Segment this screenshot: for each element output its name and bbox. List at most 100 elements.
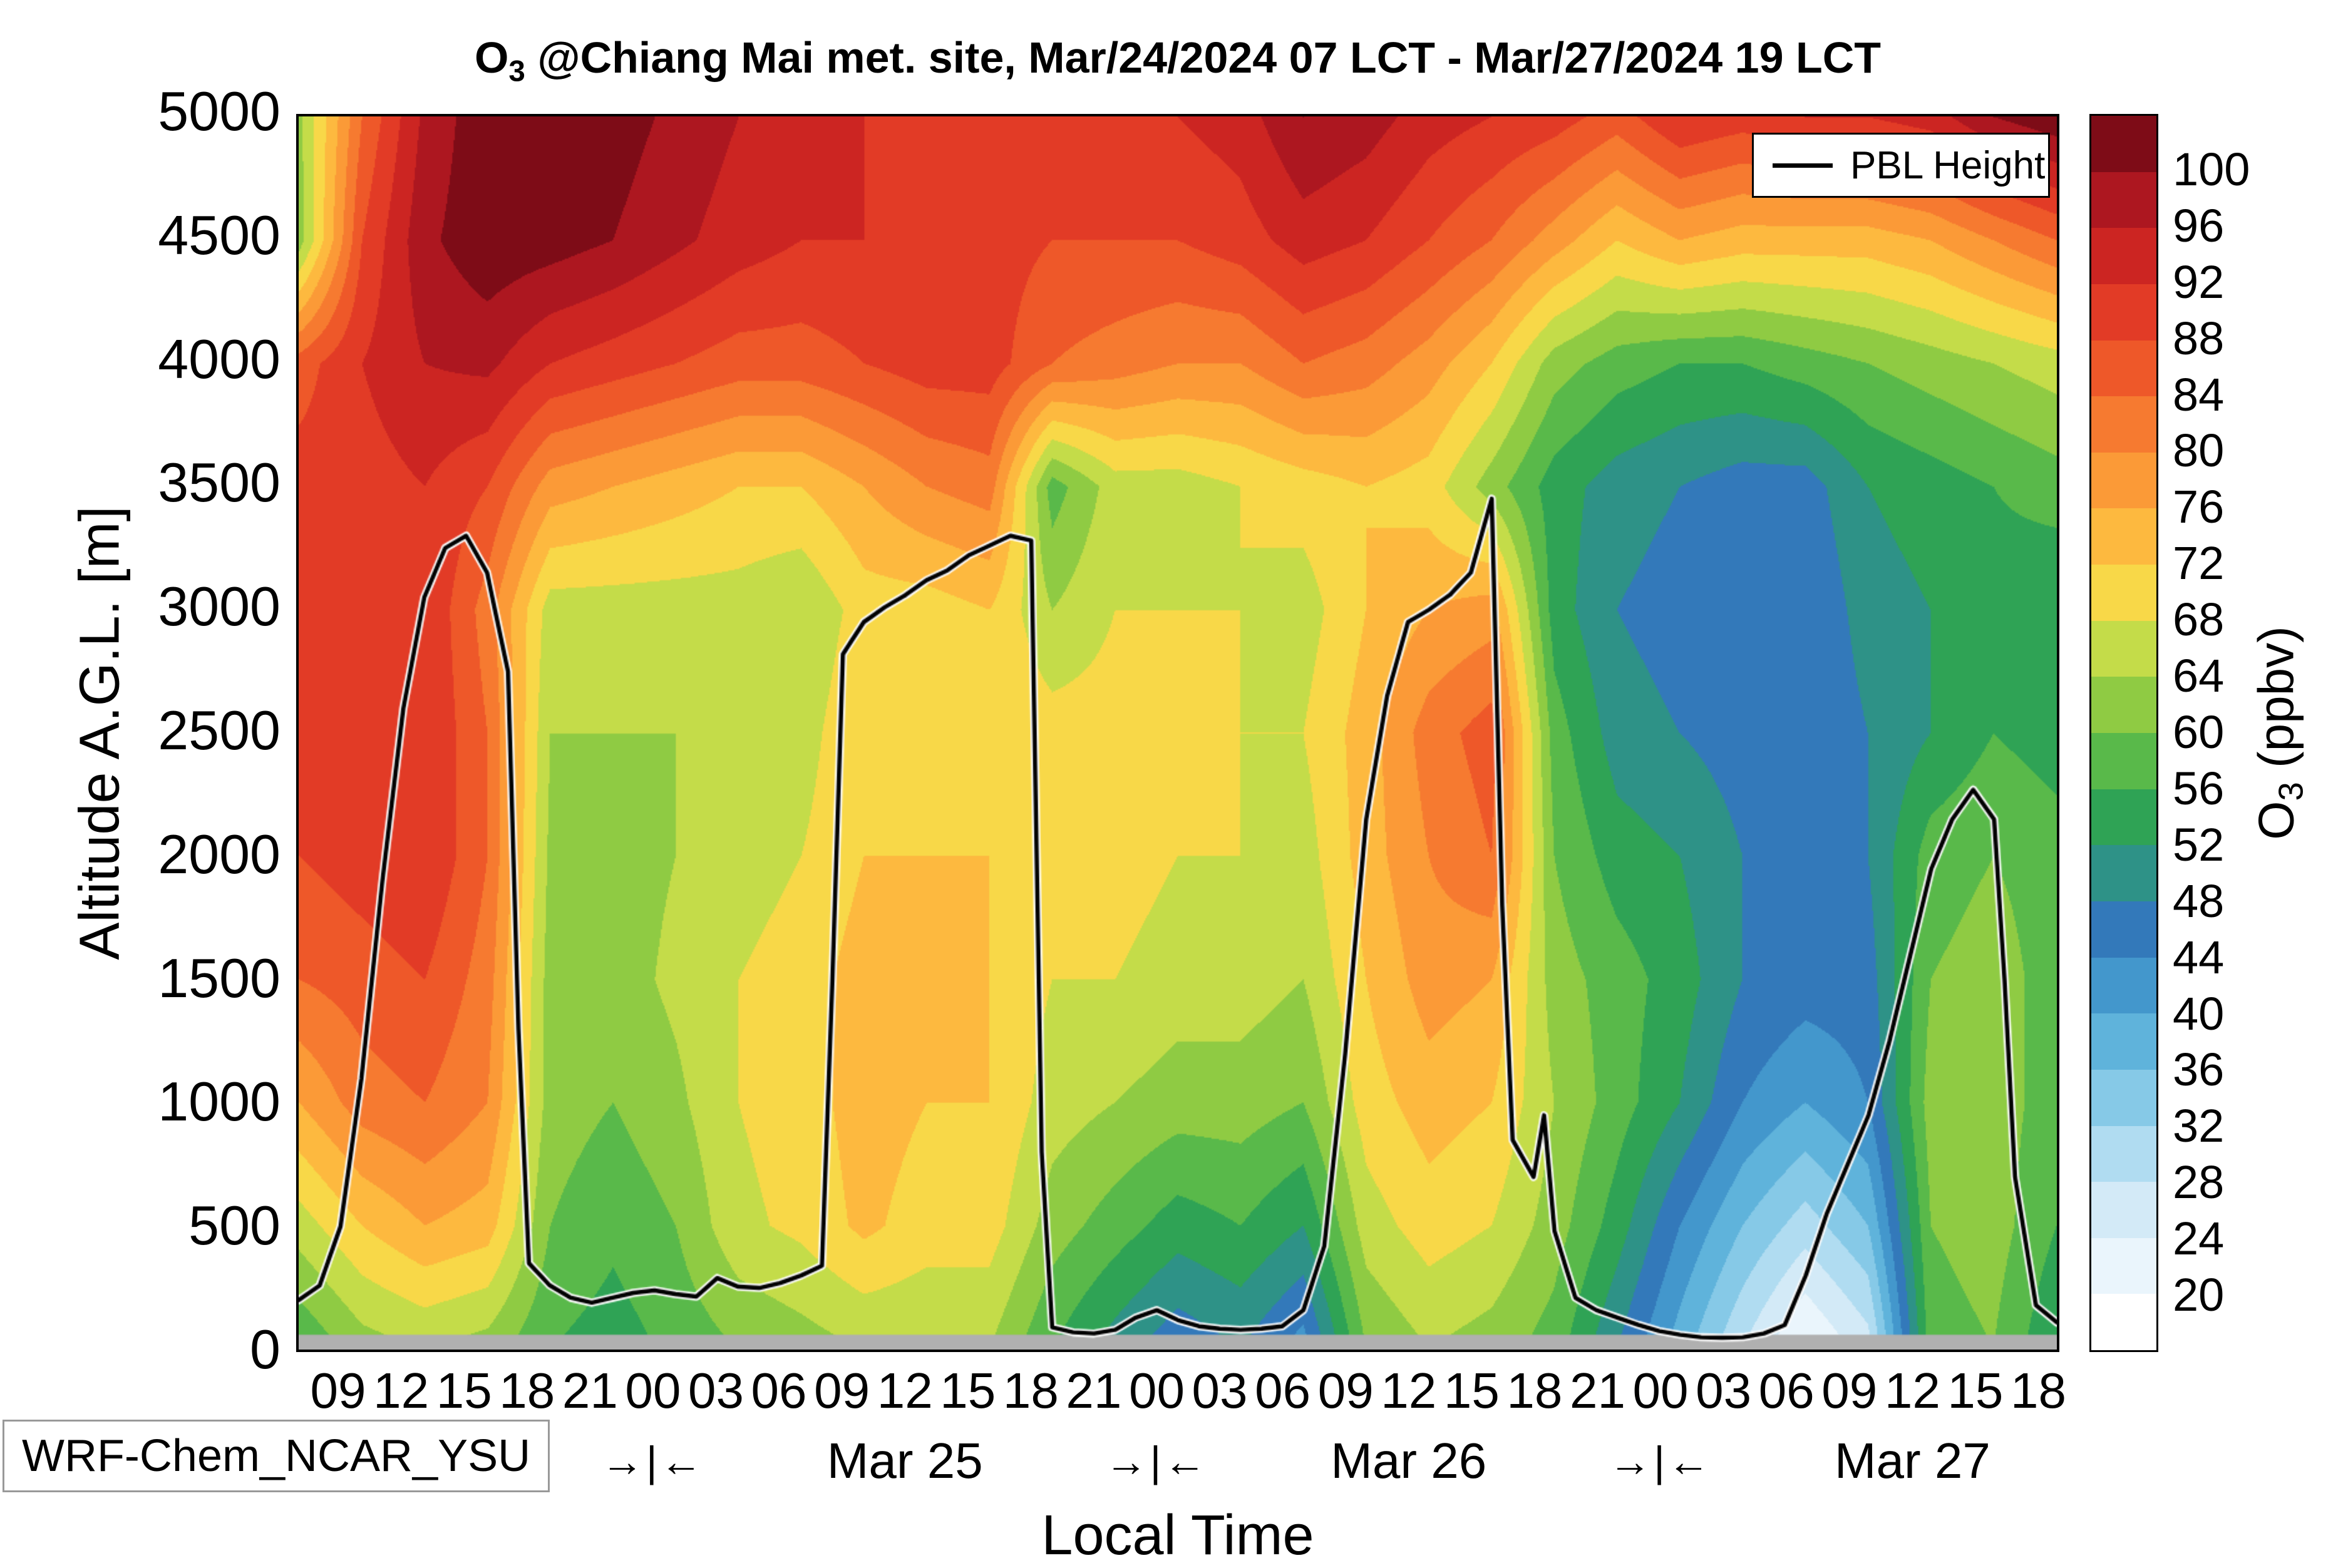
x-tick-label: 09 — [814, 1363, 870, 1418]
day-divider-marker: →|← — [601, 1438, 705, 1485]
x-tick-label: 15 — [1443, 1363, 1500, 1418]
colorbar-segment — [2091, 620, 2156, 677]
y-tick-label: 2500 — [158, 699, 281, 761]
x-tick-label: 00 — [1632, 1363, 1689, 1418]
colorbar-tick-label: 100 — [2173, 143, 2250, 195]
y-tick-label: 3000 — [158, 575, 281, 638]
colorbar-tick-label: 64 — [2173, 649, 2225, 702]
title-prefix: O — [474, 33, 509, 82]
colorbar-segment — [2091, 1013, 2156, 1070]
colorbar-label-subscript: 3 — [2272, 782, 2310, 801]
x-tick-label: 12 — [1884, 1363, 1940, 1418]
colorbar-segment — [2091, 228, 2156, 284]
y-tick-label: 1500 — [158, 946, 281, 1009]
colorbar-tick-label: 36 — [2173, 1043, 2225, 1096]
day-label: Mar 26 — [1331, 1433, 1487, 1489]
o3-heatmap-canvas — [299, 116, 2057, 1350]
colorbar-label-rest: (ppbv) — [2248, 626, 2304, 782]
colorbar-tick-label: 48 — [2173, 874, 2225, 927]
x-tick-label: 21 — [562, 1363, 618, 1418]
x-tick-label: 18 — [499, 1363, 555, 1418]
colorbar-tick-label: 24 — [2173, 1212, 2225, 1264]
colorbar-tick-label: 60 — [2173, 705, 2225, 758]
colorbar-label: O3 (ppbv) — [2247, 626, 2310, 839]
colorbar-segment — [2091, 1237, 2156, 1294]
x-tick-label: 18 — [1002, 1363, 1059, 1418]
x-tick-label: 18 — [2010, 1363, 2066, 1418]
x-tick-label: 15 — [436, 1363, 492, 1418]
colorbar-tick-label: 72 — [2173, 537, 2225, 590]
x-tick-label: 06 — [1255, 1363, 1311, 1418]
colorbar-tick-label: 76 — [2173, 481, 2225, 533]
colorbar-tick-label: 20 — [2173, 1268, 2225, 1321]
colorbar-tick-label: 84 — [2173, 368, 2225, 421]
y-tick-label: 3500 — [158, 451, 281, 514]
colorbar-tick-label: 88 — [2173, 312, 2225, 364]
y-tick-label: 4500 — [158, 203, 281, 266]
x-tick-label: 06 — [751, 1363, 807, 1418]
pbl-line-icon — [1773, 163, 1833, 168]
colorbar-tick-label: 40 — [2173, 987, 2225, 1040]
x-tick-label: 03 — [1696, 1363, 1752, 1418]
x-tick-label: 12 — [877, 1363, 933, 1418]
colorbar-tick-label: 44 — [2173, 931, 2225, 983]
x-tick-label: 12 — [1381, 1363, 1437, 1418]
colorbar-segment — [2091, 1125, 2156, 1182]
colorbar-segment — [2091, 284, 2156, 341]
colorbar-segment — [2091, 116, 2156, 172]
colorbar-segment — [2091, 789, 2156, 846]
colorbar-segment — [2091, 396, 2156, 453]
colorbar-tick-label: 68 — [2173, 593, 2225, 645]
colorbar-segment — [2091, 677, 2156, 734]
x-tick-label: 00 — [625, 1363, 681, 1418]
x-tick-label: 03 — [1192, 1363, 1248, 1418]
y-tick-label: 5000 — [158, 79, 281, 142]
day-label: Mar 27 — [1834, 1433, 1990, 1489]
y-tick-label: 0 — [250, 1318, 281, 1380]
day-divider-marker: →|← — [1609, 1438, 1712, 1485]
x-tick-label: 09 — [1821, 1363, 1878, 1418]
day-label: Mar 25 — [826, 1433, 983, 1489]
colorbar-tick-label: 28 — [2173, 1156, 2225, 1209]
x-tick-label: 12 — [373, 1363, 430, 1418]
colorbar-segment — [2091, 845, 2156, 901]
pbl-legend: PBL Height — [1752, 133, 2050, 198]
colorbar-tick-label: 52 — [2173, 818, 2225, 871]
day-divider-marker: →|← — [1104, 1438, 1209, 1485]
chart-title: O3 @Chiang Mai met. site, Mar/24/2024 07… — [296, 33, 2059, 88]
title-subscript: 3 — [508, 54, 525, 88]
y-tick-label: 1000 — [158, 1070, 281, 1133]
colorbar-segment — [2091, 1182, 2156, 1238]
plot-area — [296, 114, 2059, 1352]
colorbar-segment — [2091, 901, 2156, 958]
colorbar-tick-label: 56 — [2173, 762, 2225, 814]
y-tick-label: 500 — [188, 1194, 281, 1257]
x-tick-label: 09 — [1317, 1363, 1374, 1418]
y-tick-label: 2000 — [158, 822, 281, 885]
colorbar-segment — [2091, 340, 2156, 397]
colorbar-segment — [2091, 1069, 2156, 1126]
x-tick-label: 21 — [1569, 1363, 1625, 1418]
x-tick-label: 00 — [1128, 1363, 1185, 1418]
x-tick-label: 18 — [1506, 1363, 1563, 1418]
x-axis-label: Local Time — [1041, 1504, 1314, 1567]
x-tick-label: 06 — [1758, 1363, 1815, 1418]
colorbar-tick-label: 32 — [2173, 1100, 2225, 1152]
colorbar-segment — [2091, 733, 2156, 789]
x-tick-label: 15 — [940, 1363, 996, 1418]
colorbar-segment — [2091, 172, 2156, 228]
colorbar-segment — [2091, 508, 2156, 565]
y-tick-label: 4000 — [158, 327, 281, 390]
colorbar-segment — [2091, 957, 2156, 1014]
title-rest: @Chiang Mai met. site, Mar/24/2024 07 LC… — [525, 33, 1882, 82]
x-tick-label: 03 — [687, 1363, 744, 1418]
colorbar — [2089, 114, 2158, 1352]
x-tick-label: 21 — [1066, 1363, 1122, 1418]
x-tick-label: 09 — [310, 1363, 366, 1418]
colorbar-tick-label: 96 — [2173, 199, 2225, 252]
colorbar-label-prefix: O — [2248, 801, 2304, 840]
colorbar-segment — [2091, 565, 2156, 621]
pbl-legend-label: PBL Height — [1850, 143, 2046, 187]
colorbar-segment — [2091, 452, 2156, 509]
y-axis-ticks: 0 500 1000 1500 2000 2500 3000 3500 4000 4500 5000 — [93, 0, 281, 1565]
